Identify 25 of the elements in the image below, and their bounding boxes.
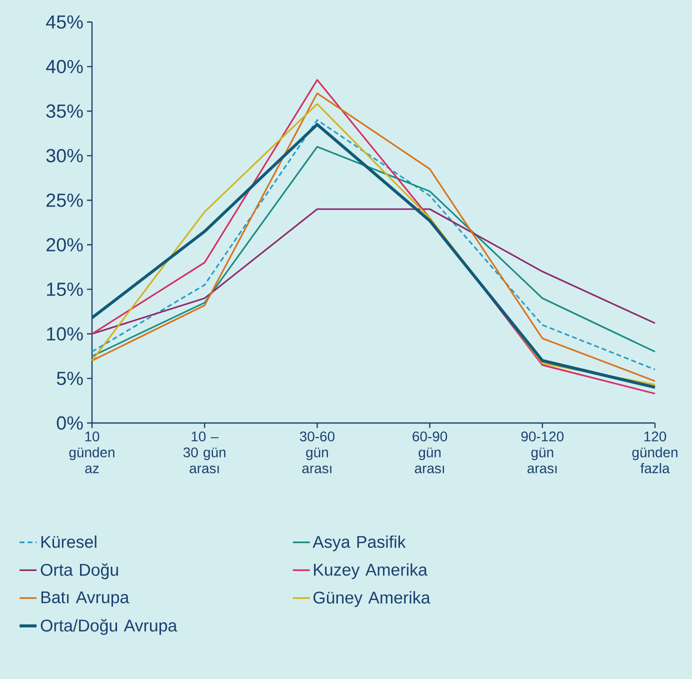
y-tick-label: 0% [56, 416, 83, 430]
y-tick-label: 15% [47, 282, 83, 296]
legend-label: Asya Pasifik [312, 535, 406, 552]
y-tick-label: 45% [46, 15, 83, 29]
x-tick-label: 120 günden fazla [632, 432, 678, 474]
y-tick-label: 35% [46, 104, 83, 118]
y-tick-label: 20% [46, 238, 83, 252]
y-tick-label: 40% [46, 60, 83, 74]
y-tick-label: 25% [46, 194, 83, 207]
y-tick-label: 5% [56, 372, 83, 386]
line-series [91, 208, 656, 335]
legend-label: Orta Doğu [40, 563, 118, 580]
legend-label: Kuzey Amerika [314, 563, 428, 580]
legend-label: Batı Avrupa [41, 591, 130, 607]
y-tick-label: 10% [47, 327, 83, 341]
legend-label: Küresel [41, 535, 96, 548]
x-tick-label: 10 günden az [69, 432, 114, 474]
y-tick-label: 30% [46, 148, 83, 162]
x-tick-label: 60-90 gün arası [412, 432, 448, 474]
x-tick-label: 90-120 gün arası [521, 432, 564, 474]
x-tick-label: 30-60 gün arası [300, 432, 334, 474]
legend-label: Güney Amerika [313, 591, 430, 607]
line-series [91, 146, 656, 357]
x-tick-label: 10 – 30 gün arası [183, 432, 226, 474]
legend-label: Orta/Doğu Avrupa [40, 618, 178, 635]
